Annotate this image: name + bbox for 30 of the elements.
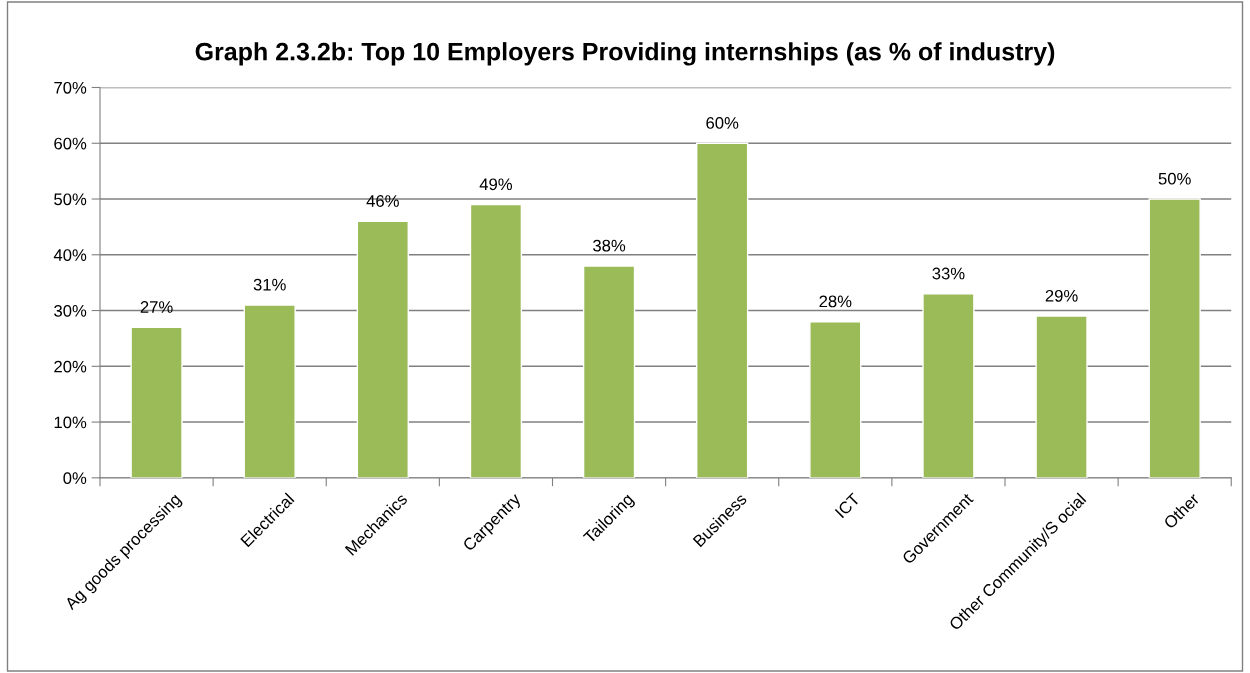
y-tick-label: 50% bbox=[54, 193, 87, 206]
data-label: 27% bbox=[140, 301, 173, 313]
data-label: 49% bbox=[479, 178, 513, 191]
y-tick-label: 30% bbox=[54, 304, 87, 317]
y-tick-label: 60% bbox=[54, 137, 87, 150]
data-label: 33% bbox=[932, 267, 965, 280]
bar bbox=[243, 304, 296, 478]
bar bbox=[1148, 198, 1201, 478]
bar bbox=[356, 220, 409, 478]
bar bbox=[130, 326, 183, 478]
data-label: 46% bbox=[366, 195, 399, 207]
data-label: 31% bbox=[253, 278, 286, 291]
data-label: 38% bbox=[593, 239, 626, 252]
y-tick-label: 70% bbox=[54, 81, 87, 94]
bar bbox=[469, 203, 523, 478]
bar bbox=[1035, 315, 1088, 478]
y-tick-label: 20% bbox=[54, 360, 87, 373]
chart-title: Graph 2.3.2b: Top 10 Employers Providing internships (as % of industry) bbox=[195, 42, 1055, 66]
bar bbox=[809, 320, 862, 478]
data-label: 28% bbox=[819, 295, 852, 308]
data-label: 60% bbox=[706, 117, 739, 129]
y-tick-label: 10% bbox=[54, 416, 87, 429]
y-tick-label: 0% bbox=[63, 472, 87, 485]
data-label: 50% bbox=[1158, 172, 1191, 185]
bar bbox=[582, 265, 636, 478]
bar bbox=[922, 293, 975, 478]
data-label: 29% bbox=[1045, 289, 1078, 302]
bar bbox=[696, 142, 749, 478]
y-tick-label: 40% bbox=[53, 249, 87, 261]
x-tick-label: ICT bbox=[834, 492, 861, 519]
